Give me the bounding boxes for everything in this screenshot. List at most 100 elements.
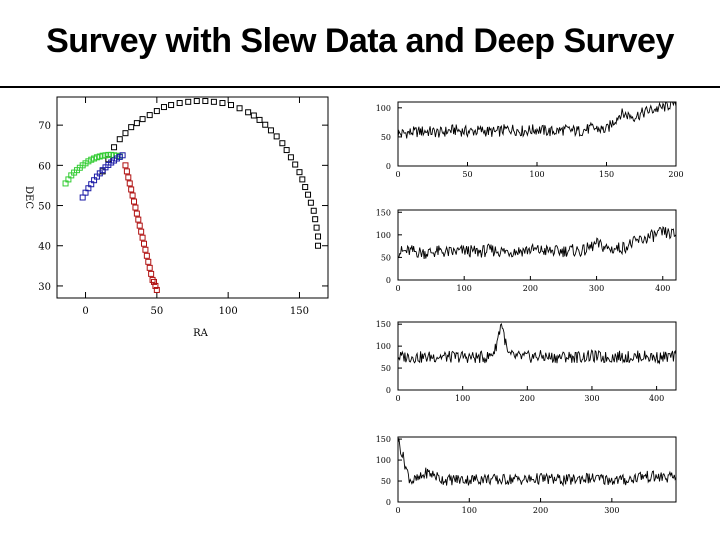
scatter-point xyxy=(146,112,153,119)
y-tick-label: 60 xyxy=(38,161,51,172)
scatter-point xyxy=(139,234,146,241)
scatter-point xyxy=(210,98,217,105)
lc-x-tick-label: 400 xyxy=(649,394,664,403)
lc-y-tick-label: 100 xyxy=(376,104,391,113)
lc-x-tick-label: 100 xyxy=(462,506,477,515)
lc-y-tick-label: 50 xyxy=(381,477,391,486)
lightcurve-line xyxy=(397,322,677,365)
lc-x-tick-label: 200 xyxy=(668,170,683,179)
lc-y-tick-label: 100 xyxy=(376,231,391,240)
scatter-point xyxy=(219,100,226,107)
scatter-point xyxy=(148,270,155,277)
scatter-point xyxy=(256,116,263,123)
lc-x-tick-label: 200 xyxy=(533,506,548,515)
scatter-point xyxy=(307,199,314,206)
scatter-point xyxy=(296,169,303,176)
lc-x-tick-label: 150 xyxy=(599,170,614,179)
scatter-point xyxy=(250,112,257,119)
scatter-point xyxy=(128,124,135,131)
scatter-point xyxy=(152,282,159,289)
lc-x-tick-label: 100 xyxy=(455,394,470,403)
slide-title: Survey with Slew Data and Deep Survey xyxy=(46,22,674,60)
lc-x-tick-label: 300 xyxy=(584,394,599,403)
lc-y-tick-label: 50 xyxy=(381,133,391,142)
lc-y-tick-label: 100 xyxy=(376,342,391,351)
y-axis-label: DEC xyxy=(23,186,34,209)
scatter-point xyxy=(312,216,319,223)
scatter-point xyxy=(292,161,299,168)
scatter-point xyxy=(138,228,145,235)
lc-y-tick-label: 150 xyxy=(376,435,391,444)
scatter-point xyxy=(129,192,136,199)
scatter-point xyxy=(315,233,322,240)
x-tick-label: 0 xyxy=(82,306,88,317)
scatter-point xyxy=(273,133,280,140)
scatter-point xyxy=(267,127,274,134)
scatter-point xyxy=(305,191,312,198)
scatter-point xyxy=(119,152,126,159)
scatter-point xyxy=(302,184,309,191)
scatter-point xyxy=(153,286,160,293)
scatter-point xyxy=(126,180,133,187)
y-tick-label: 40 xyxy=(38,242,51,253)
lc-y-tick-label: 0 xyxy=(386,162,391,171)
lc-x-tick-label: 100 xyxy=(529,170,544,179)
scatter-point xyxy=(236,105,243,112)
scatter-point xyxy=(160,104,167,111)
lc-x-tick-label: 0 xyxy=(395,170,400,179)
scatter-point xyxy=(299,176,306,183)
scatter-point xyxy=(310,207,317,214)
lc-x-tick-label: 300 xyxy=(604,506,619,515)
scatter-point xyxy=(279,140,286,147)
scatter-point xyxy=(176,100,183,107)
lc-y-tick-label: 100 xyxy=(376,456,391,465)
scatter-point xyxy=(123,168,130,175)
lc-y-tick-label: 50 xyxy=(381,253,391,262)
scatter-point xyxy=(315,242,322,249)
scatter-point xyxy=(79,194,86,201)
scatter-point xyxy=(228,102,235,109)
scatter-point xyxy=(287,154,294,161)
scatter-point xyxy=(283,147,290,154)
lightcurve-line xyxy=(397,226,677,260)
lightcurve-frame xyxy=(397,209,677,281)
y-tick-label: 30 xyxy=(38,282,51,293)
lc-y-tick-label: 50 xyxy=(381,364,391,373)
x-tick-label: 100 xyxy=(219,306,238,317)
scatter-point xyxy=(146,264,153,271)
lc-x-tick-label: 200 xyxy=(523,284,538,293)
lc-y-tick-label: 0 xyxy=(386,386,391,395)
lc-y-tick-label: 150 xyxy=(376,320,391,329)
scatter-point xyxy=(143,252,150,259)
lc-y-tick-label: 0 xyxy=(386,498,391,507)
scatter-point xyxy=(116,136,123,143)
lc-y-tick-label: 0 xyxy=(386,276,391,285)
lightcurve-line xyxy=(397,101,677,139)
scatter-point xyxy=(131,198,138,205)
lc-x-tick-label: 100 xyxy=(457,284,472,293)
x-axis-label: RA xyxy=(193,328,209,339)
scatter-point xyxy=(139,116,146,123)
scatter-point xyxy=(202,98,209,105)
lc-x-tick-label: 200 xyxy=(520,394,535,403)
scatter-point xyxy=(122,130,129,137)
scatter-point xyxy=(111,144,118,151)
scatter-point xyxy=(133,210,140,217)
lc-x-tick-label: 0 xyxy=(395,284,400,293)
lc-x-tick-label: 50 xyxy=(462,170,472,179)
title-divider xyxy=(0,86,720,88)
scatter-point xyxy=(125,174,132,181)
scatter-point xyxy=(262,121,269,128)
scatter-point xyxy=(193,98,200,105)
lightcurve-frame xyxy=(397,321,677,391)
x-tick-label: 150 xyxy=(290,306,309,317)
scatter-point xyxy=(122,162,129,169)
lc-x-tick-label: 400 xyxy=(655,284,670,293)
scatter-point xyxy=(145,258,152,265)
scatter-point xyxy=(168,102,175,109)
scatter-point xyxy=(133,120,140,127)
scatter-point xyxy=(142,246,149,253)
lc-x-tick-label: 0 xyxy=(395,394,400,403)
scatter-point xyxy=(245,109,252,116)
